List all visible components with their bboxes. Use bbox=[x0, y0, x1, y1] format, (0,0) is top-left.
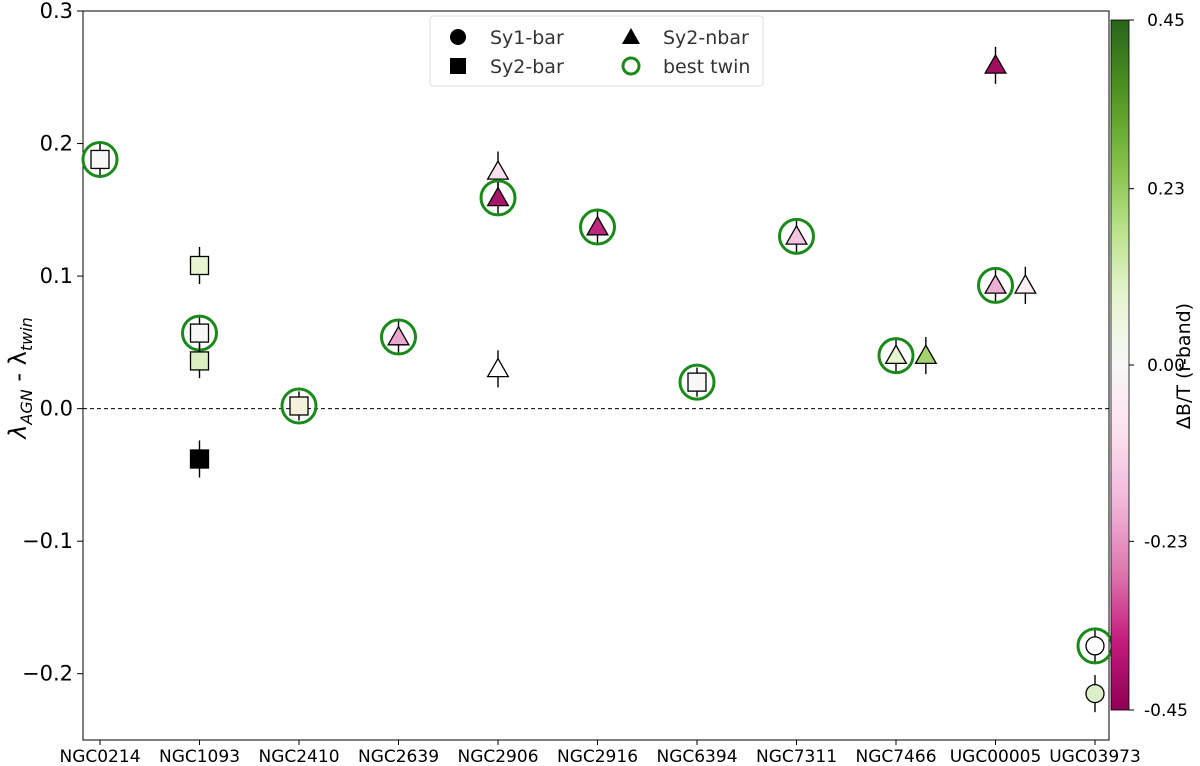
legend-ring-icon bbox=[621, 56, 641, 76]
data-point-ngc7466 bbox=[914, 337, 938, 375]
triangle-marker bbox=[984, 53, 1007, 74]
y-tick-label: 0.1 bbox=[40, 264, 73, 288]
data-point-ugc00005 bbox=[1013, 266, 1037, 304]
x-tick-label: NGC2916 bbox=[557, 747, 638, 766]
data-point-ngc1093 bbox=[189, 246, 210, 285]
data-point-ngc2906 bbox=[479, 179, 517, 217]
x-tick-label: NGC7311 bbox=[756, 747, 837, 766]
data-point-ngc2916 bbox=[579, 208, 616, 246]
best-twin-ring bbox=[579, 208, 616, 246]
best-twin-ring bbox=[977, 266, 1014, 304]
x-axis-ticks: NGC0214 NGC1093 NGC2410 NGC2639 NGC2906 NGC29… bbox=[59, 740, 1141, 766]
circle-marker bbox=[1085, 683, 1105, 704]
triangle-marker bbox=[1013, 273, 1037, 294]
x-tick-label: NGC0214 bbox=[59, 747, 140, 766]
colorbar: 0.45 0.23 0.00 -0.23 -0.45 ΔB/T (r-band) bbox=[1110, 11, 1195, 721]
data-point-ugc03973 bbox=[1085, 675, 1105, 713]
best-twin-ring bbox=[678, 363, 716, 401]
square-marker bbox=[189, 255, 210, 276]
colorbar-ticks: 0.45 0.23 0.00 -0.23 -0.45 bbox=[1129, 11, 1188, 721]
square-marker bbox=[687, 372, 707, 392]
triangle-marker bbox=[586, 215, 609, 236]
data-point-ngc2410 bbox=[280, 387, 318, 425]
plot-area bbox=[82, 10, 1110, 741]
colorbar-tick-label: -0.23 bbox=[1144, 532, 1188, 552]
triangle-marker bbox=[486, 159, 510, 180]
data-point-ngc2639 bbox=[380, 318, 417, 356]
triangle-marker bbox=[486, 186, 510, 207]
best-twin-ring bbox=[877, 337, 915, 375]
x-tick-label: NGC6394 bbox=[656, 747, 737, 766]
data-point-ngc6394 bbox=[678, 363, 716, 401]
triangle-marker bbox=[387, 325, 410, 346]
square-marker bbox=[90, 149, 110, 170]
data-points bbox=[81, 46, 1114, 713]
colorbar-tick-label: 0.45 bbox=[1147, 11, 1185, 31]
triangle-marker bbox=[785, 224, 808, 245]
triangle-marker bbox=[884, 343, 908, 365]
legend-item: best twin bbox=[621, 56, 750, 78]
x-tick-label: UGC03973 bbox=[1049, 747, 1141, 766]
data-point-ugc00005 bbox=[984, 46, 1007, 84]
colorbar-label: ΔB/T (r-band) bbox=[1173, 303, 1195, 429]
x-tick-label: NGC1093 bbox=[159, 747, 240, 766]
data-point-ngc0214 bbox=[81, 140, 119, 178]
legend-box bbox=[429, 15, 764, 87]
y-tick-label: 0.3 bbox=[40, 0, 73, 23]
colorbar-gradient bbox=[1110, 19, 1130, 711]
y-tick-label: −0.2 bbox=[22, 662, 73, 686]
legend-label: Sy2-nbar bbox=[663, 27, 749, 49]
legend-label: Sy1-bar bbox=[490, 27, 564, 49]
legend-item: Sy1-bar bbox=[450, 27, 564, 49]
data-point-ngc1093 bbox=[189, 440, 210, 478]
colorbar-tick-label: -0.45 bbox=[1144, 701, 1188, 721]
best-twin-ring bbox=[81, 140, 119, 178]
triangle-marker bbox=[486, 357, 510, 378]
square-marker bbox=[289, 396, 309, 416]
data-point-ngc7311 bbox=[778, 217, 815, 255]
colorbar-tick-label: 0.23 bbox=[1147, 180, 1185, 200]
x-tick-label: NGC2410 bbox=[258, 747, 339, 766]
data-point-ngc1093 bbox=[189, 343, 210, 379]
triangle-marker bbox=[984, 273, 1007, 294]
colorbar-tick-label: 0.00 bbox=[1147, 356, 1185, 376]
data-point-ngc2906 bbox=[486, 350, 510, 388]
y-tick-label: −0.1 bbox=[22, 529, 73, 553]
square-marker bbox=[189, 351, 210, 371]
data-point-ugc00005 bbox=[977, 266, 1014, 304]
legend-triangle-icon bbox=[622, 28, 640, 44]
data-point-ngc7466 bbox=[877, 337, 915, 375]
square-marker bbox=[189, 323, 210, 343]
legend-label: best twin bbox=[663, 56, 750, 78]
legend-circle-icon bbox=[450, 29, 466, 45]
best-twin-ring bbox=[778, 217, 815, 255]
circle-marker bbox=[1085, 636, 1105, 656]
best-twin-ring bbox=[479, 179, 517, 217]
y-axis-ticks: −0.2 −0.1 0.0 0.1 0.2 0.3 bbox=[22, 0, 83, 686]
x-tick-label: NGC2639 bbox=[358, 747, 439, 766]
x-tick-label: NGC7466 bbox=[855, 747, 936, 766]
legend-item: Sy2-nbar bbox=[622, 27, 749, 49]
y-axis-label: λAGN - λtwin bbox=[4, 317, 36, 441]
square-marker bbox=[189, 449, 210, 469]
legend-label: Sy2-bar bbox=[490, 56, 564, 78]
y-tick-label: 0.2 bbox=[40, 132, 73, 156]
triangle-marker bbox=[914, 343, 938, 365]
best-twin-ring bbox=[380, 318, 417, 356]
x-tick-label: NGC2906 bbox=[457, 747, 538, 766]
legend-square-icon bbox=[450, 58, 466, 74]
best-twin-ring bbox=[280, 387, 318, 425]
legend: Sy1-bar Sy2-bar Sy2-nbar best twin bbox=[429, 15, 764, 87]
legend-item: Sy2-bar bbox=[450, 56, 564, 78]
x-tick-label: UGC00005 bbox=[950, 747, 1042, 766]
y-tick-label: 0.0 bbox=[40, 397, 73, 421]
